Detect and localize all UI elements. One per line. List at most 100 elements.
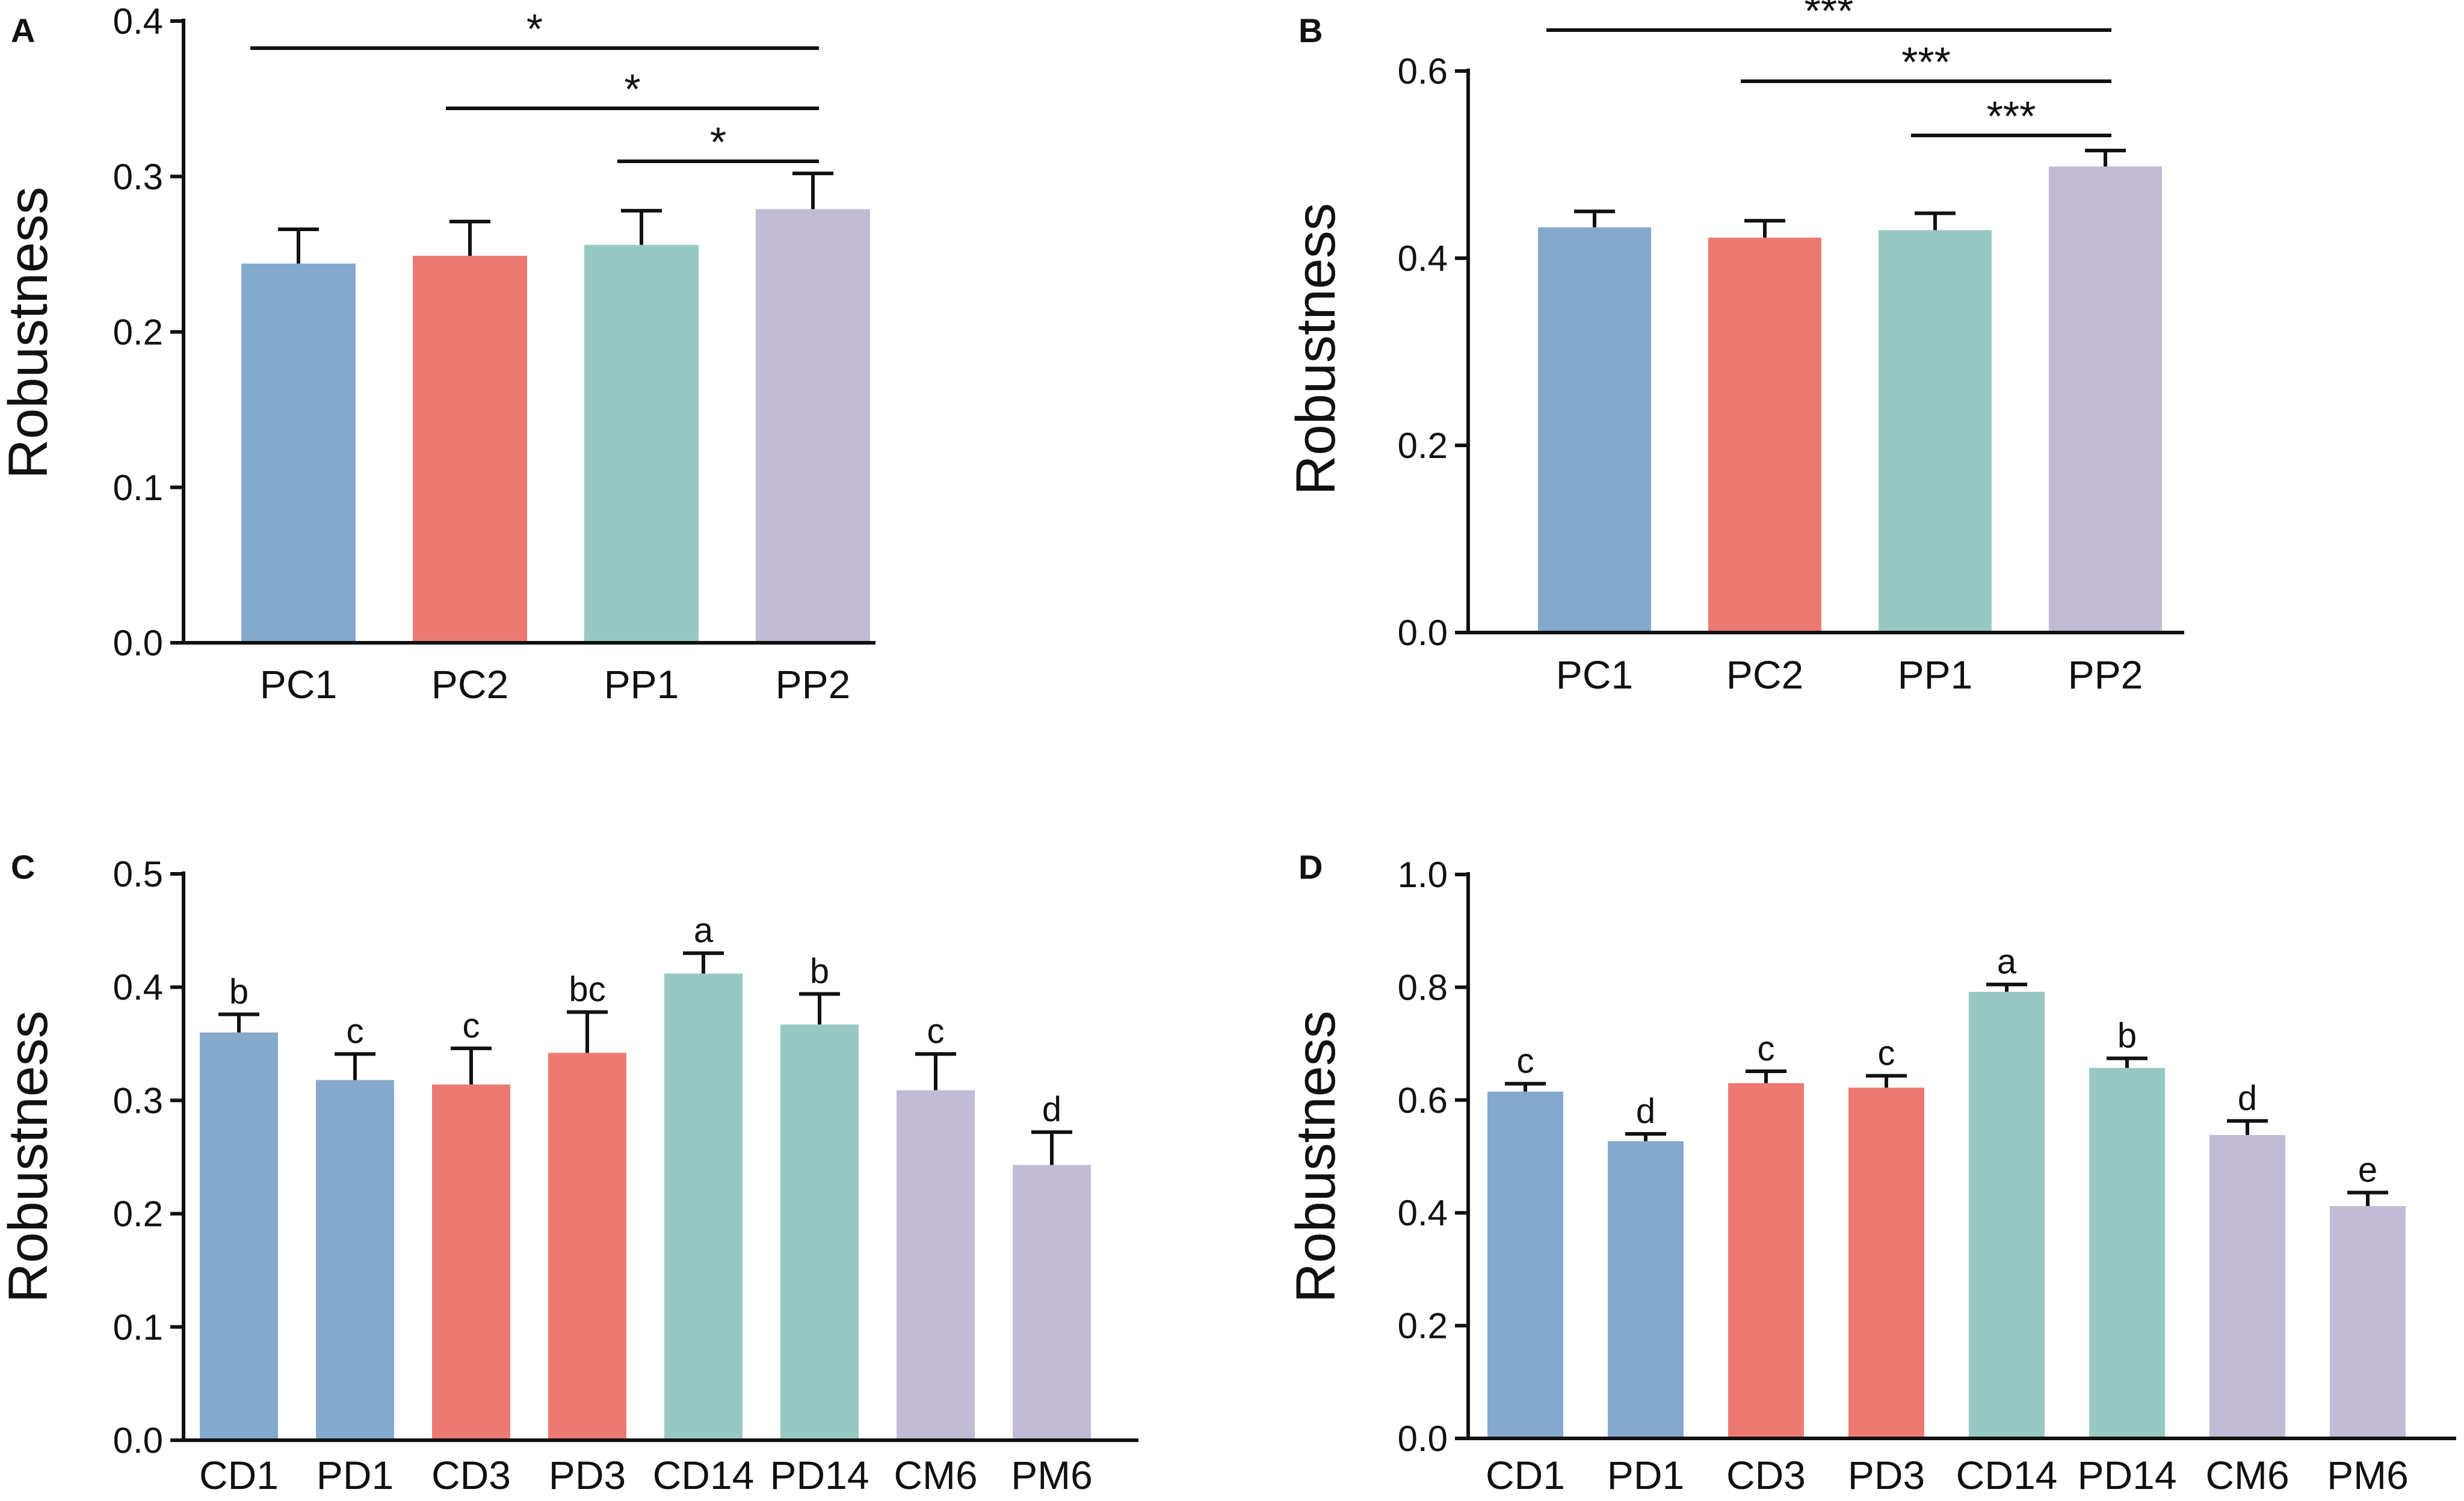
y-tick-label: 0.3 [113, 156, 163, 197]
group-letter: bc [569, 970, 605, 1009]
group-letter: c [347, 1012, 364, 1051]
x-tick-label: CD14 [1956, 1453, 2058, 1497]
y-tick-label: 0.5 [113, 854, 163, 894]
bar [664, 973, 743, 1440]
group-letter: b [810, 952, 829, 991]
bar [1487, 1091, 1563, 1438]
y-tick-label: 0.2 [1398, 1306, 1448, 1346]
significance-stars: * [526, 5, 543, 52]
y-tick-label: 0.8 [1398, 967, 1448, 1007]
bar [432, 1085, 510, 1440]
bar [413, 255, 527, 643]
significance-stars: *** [1901, 39, 1951, 85]
x-tick-label: PC2 [431, 662, 508, 707]
y-tick-label: 0.0 [113, 623, 163, 663]
bar [1538, 227, 1651, 633]
bar [1848, 1088, 1924, 1438]
x-tick-label: PC1 [260, 662, 337, 707]
x-tick-label: PD14 [2077, 1453, 2176, 1497]
x-tick-label: PC2 [1726, 652, 1803, 697]
significance-stars: *** [1805, 0, 1854, 34]
bar [2330, 1205, 2406, 1438]
y-axis-title: Robustness [0, 1010, 59, 1303]
x-tick-label: PD1 [1607, 1453, 1684, 1497]
bar [1728, 1083, 1804, 1438]
bar [1969, 991, 2045, 1438]
panel-label: B [1298, 11, 1323, 49]
bar [584, 244, 699, 643]
x-tick-label: PD3 [549, 1453, 626, 1497]
x-tick-label: PD14 [770, 1453, 869, 1497]
x-tick-label: PP2 [776, 662, 851, 707]
x-tick-label: CD1 [199, 1453, 279, 1497]
y-tick-label: 0.4 [113, 1, 163, 42]
x-tick-label: PP1 [604, 662, 679, 707]
bar [756, 209, 870, 643]
bar [241, 263, 356, 643]
bar [1708, 237, 1821, 633]
x-tick-label: CD1 [1486, 1453, 1565, 1497]
significance-stars: * [710, 119, 726, 166]
group-letter: d [1042, 1090, 1061, 1129]
y-tick-label: 0.0 [1398, 613, 1448, 653]
y-tick-label: 0.2 [113, 312, 163, 353]
bar [1879, 230, 1992, 633]
bar [2049, 166, 2162, 633]
y-tick-label: 0.1 [113, 1307, 163, 1348]
group-letter: b [2117, 1016, 2137, 1055]
group-letter: c [463, 1006, 480, 1045]
x-tick-label: CM6 [894, 1453, 977, 1497]
x-tick-label: PM6 [1011, 1453, 1093, 1497]
y-tick-label: 0.0 [1398, 1419, 1448, 1459]
group-letter: c [1878, 1034, 1895, 1073]
y-tick-label: 0.2 [1398, 426, 1448, 466]
significance-stars: * [624, 66, 640, 113]
group-letter: c [1517, 1042, 1534, 1081]
bar [2209, 1134, 2285, 1438]
y-tick-label: 0.1 [113, 468, 163, 508]
group-letter: e [2358, 1150, 2377, 1189]
bar [316, 1080, 394, 1440]
x-tick-label: PC1 [1556, 652, 1633, 697]
bar [1608, 1141, 1684, 1438]
bar [780, 1024, 859, 1440]
significance-stars: *** [1987, 93, 2036, 140]
y-axis-title: Robustness [0, 187, 59, 479]
x-tick-label: CD14 [653, 1453, 755, 1497]
y-tick-label: 0.6 [1398, 51, 1448, 91]
x-tick-label: PD3 [1848, 1453, 1925, 1497]
group-letter: a [1997, 942, 2017, 982]
x-tick-label: PM6 [2327, 1453, 2409, 1497]
y-tick-label: 0.4 [1398, 238, 1448, 279]
x-tick-label: PP1 [1898, 652, 1973, 697]
panel-b-chart: B Robustness 0.0 0.2 0.4 0.6 PC1 PC2 PP1 PP2 *** **… [1285, 0, 2184, 697]
y-tick-label: 0.4 [113, 967, 163, 1007]
bar [548, 1053, 626, 1440]
x-tick-label: CD3 [431, 1453, 511, 1497]
panel-label: A [11, 11, 35, 49]
bar [2089, 1068, 2165, 1438]
panel-label: D [1298, 848, 1323, 886]
group-letter: c [1758, 1029, 1775, 1068]
x-tick-label: PP2 [2068, 652, 2143, 697]
y-tick-label: 1.0 [1398, 855, 1448, 895]
y-tick-label: 0.6 [1398, 1080, 1448, 1121]
bar [200, 1032, 278, 1440]
panel-a-chart: A Robustness 0.0 0.1 0.2 0.3 0.4 PC1 PC2 PP1 PP2 * *… [0, 1, 875, 707]
y-tick-label: 0.3 [113, 1080, 163, 1121]
group-letter: c [927, 1012, 945, 1051]
y-tick-label: 0.4 [1398, 1193, 1448, 1233]
group-letter: b [229, 972, 249, 1011]
bar [897, 1090, 975, 1440]
group-letter: d [1636, 1092, 1655, 1131]
x-tick-label: PD1 [316, 1453, 394, 1497]
x-tick-label: CM6 [2205, 1453, 2289, 1497]
x-tick-label: CD3 [1726, 1453, 1806, 1497]
panel-label: C [11, 848, 35, 886]
y-axis-title: Robustness [1285, 1010, 1347, 1303]
group-letter: d [2238, 1079, 2257, 1118]
y-axis-title: Robustness [1285, 203, 1347, 495]
group-letter: a [694, 911, 714, 950]
